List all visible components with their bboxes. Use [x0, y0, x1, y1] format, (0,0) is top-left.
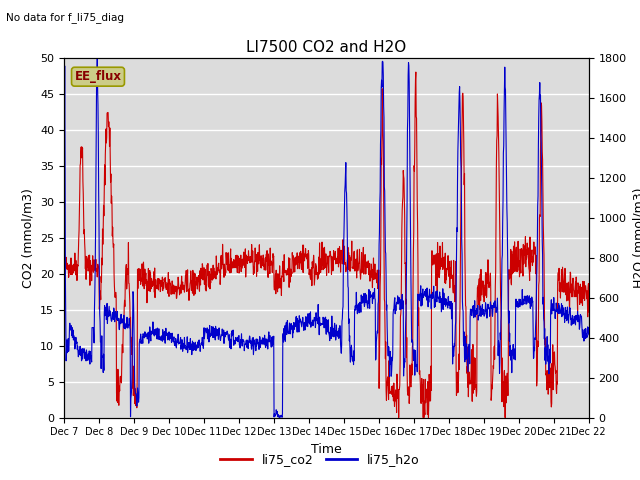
- Y-axis label: H2O (mmol/m3): H2O (mmol/m3): [632, 187, 640, 288]
- Legend: li75_co2, li75_h2o: li75_co2, li75_h2o: [215, 448, 425, 471]
- Text: No data for f_li75_diag: No data for f_li75_diag: [6, 12, 124, 23]
- Text: EE_flux: EE_flux: [74, 70, 122, 83]
- Y-axis label: CO2 (mmol/m3): CO2 (mmol/m3): [22, 188, 35, 288]
- X-axis label: Time: Time: [311, 443, 342, 456]
- Title: LI7500 CO2 and H2O: LI7500 CO2 and H2O: [246, 40, 406, 55]
